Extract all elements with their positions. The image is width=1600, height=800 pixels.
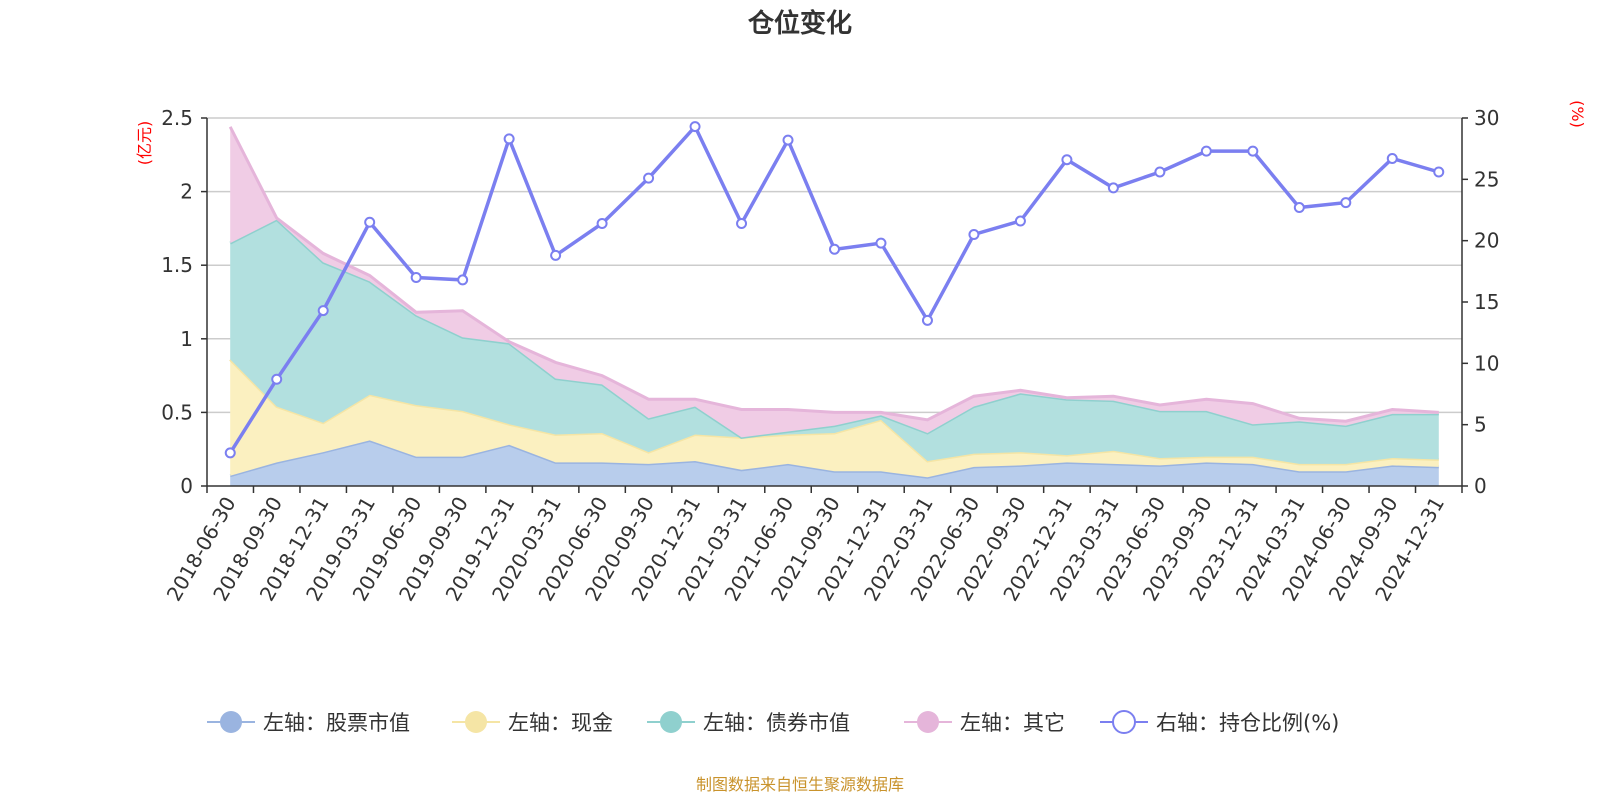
legend: 左轴：股票市值 左轴：现金 左轴：债券市值 左轴：其它 右轴：持仓比例(%) [207, 710, 1339, 735]
data-source-note: 制图数据来自恒生聚源数据库 [696, 775, 904, 794]
left-axis-tick-label: 0.5 [161, 400, 193, 424]
ratio-point [317, 305, 329, 317]
legend-label-2: 左轴：债券市值 [703, 711, 850, 735]
area-fill-3 [230, 126, 1439, 438]
ratio-point [1154, 166, 1166, 178]
ratio-point [550, 249, 562, 261]
chart-title: 仓位变化 [747, 8, 852, 39]
ratio-point [875, 237, 887, 249]
legend-marker-3 [917, 711, 939, 733]
right-axis-unit: (%) [1568, 100, 1587, 128]
right-axis-tick-label: 30 [1474, 106, 1499, 130]
ratio-point [364, 216, 376, 228]
right-axis-tick-label: 20 [1474, 229, 1499, 253]
ratio-point [1386, 152, 1398, 164]
ratio-point [1433, 166, 1445, 178]
legend-label-4: 右轴：持仓比例(%) [1156, 711, 1339, 735]
ratio-point [921, 314, 933, 326]
area-series [228, 126, 1439, 486]
ratio-line-series [224, 121, 1445, 459]
ratio-point [503, 133, 515, 145]
legend-marker-1 [465, 711, 487, 733]
legend-label-3: 左轴：其它 [960, 711, 1065, 735]
left-axis-tick-label: 0 [180, 474, 193, 498]
ratio-point [829, 243, 840, 255]
ratio-point [1293, 202, 1305, 214]
ratio-point [782, 134, 794, 146]
left-axis-unit: (亿元) [135, 121, 154, 166]
ratio-point [736, 217, 748, 229]
area-fill-1 [230, 359, 1439, 478]
area-fill-0 [230, 440, 1439, 486]
ratio-point [271, 373, 283, 385]
ratio-point [1014, 215, 1026, 227]
ratio-point [596, 217, 608, 229]
ratio-point [224, 447, 236, 459]
ratio-point [1340, 197, 1352, 209]
right-axis-tick-label: 25 [1474, 167, 1499, 191]
legend-marker-2 [660, 711, 682, 733]
ratio-point [1247, 145, 1259, 157]
right-axis-tick-label: 10 [1474, 351, 1499, 375]
ratio-point [410, 271, 422, 283]
ratio-point [457, 274, 469, 286]
ratio-point [643, 172, 655, 184]
right-axis-tick-label: 15 [1474, 290, 1499, 314]
ratio-point [1200, 145, 1212, 157]
right-axis-tick-label: 5 [1474, 413, 1487, 437]
left-axis-tick-label: 2.5 [161, 106, 193, 130]
ratio-point [689, 121, 701, 133]
ratio-point [1061, 154, 1073, 166]
ratio-point [968, 229, 980, 241]
legend-label-0: 左轴：股票市值 [263, 711, 410, 735]
left-axis-tick-label: 1.5 [161, 253, 193, 277]
ratio-point [1107, 182, 1119, 194]
area-fill-2 [230, 219, 1439, 464]
right-axis-tick-label: 0 [1474, 474, 1487, 498]
area-edge-3 [228, 126, 1439, 423]
legend-marker-0 [220, 711, 242, 733]
legend-label-1: 左轴：现金 [508, 711, 613, 735]
left-axis-tick-label: 2 [180, 180, 193, 204]
left-axis-tick-label: 1 [180, 327, 193, 351]
legend-marker-4 [1112, 710, 1136, 734]
